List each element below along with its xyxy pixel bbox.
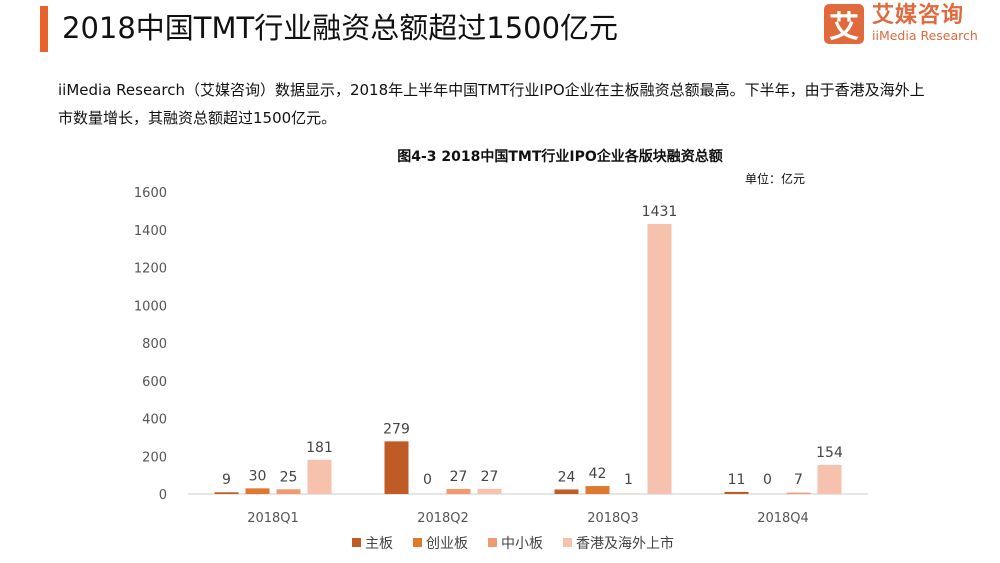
y-tick-label: 1600 [134,186,167,201]
bar [554,489,579,494]
bar [585,486,610,494]
legend-label: 香港及海外上市 [576,535,674,552]
data-label: 7 [794,472,803,488]
legend-label: 中小板 [501,536,543,552]
y-tick-label: 600 [142,375,167,390]
legend-label: 主板 [365,536,393,552]
bar [477,488,502,494]
data-label: 9 [222,472,231,488]
data-label: 24 [558,469,576,485]
chart-title: 图4-3 2018中国TMT行业IPO企业各版块融资总额 [397,148,723,165]
data-label: 0 [763,472,772,488]
bar [786,492,811,494]
x-tick-label: 2018Q4 [757,511,809,526]
logo-en: iiMedia Research [872,28,978,44]
legend-label: 创业板 [426,536,468,552]
unit-label: 单位：亿元 [745,171,805,186]
bar [446,488,471,494]
bar [817,464,842,494]
y-tick-label: 1000 [134,299,167,314]
bar [245,488,270,494]
data-label: 11 [728,472,746,488]
x-tick-label: 2018Q3 [587,511,639,526]
bar [647,223,672,494]
bar [214,492,239,494]
bar [384,441,409,494]
bar [307,459,332,494]
data-label: 154 [816,445,843,461]
data-label: 0 [423,472,432,488]
data-label: 42 [589,466,607,482]
data-label: 1 [624,472,633,488]
y-tick-label: 1400 [134,224,167,239]
y-tick-label: 200 [142,450,167,465]
data-label: 27 [450,469,468,485]
x-tick-label: 2018Q2 [417,511,469,526]
legend-swatch [413,538,422,547]
logo: 艾 艾媒咨询 iiMedia Research [824,3,978,45]
bar [724,491,749,494]
bar [276,489,301,494]
data-label: 181 [306,440,333,456]
logo-mark: 艾 [824,4,864,45]
y-tick-label: 0 [159,488,167,503]
x-tick-label: 2018Q1 [247,511,299,526]
description: iiMedia Research（艾媒咨询）数据显示，2018年上半年中国TMT… [58,81,925,127]
data-label: 25 [280,469,298,485]
legend-swatch [352,538,361,547]
legend-swatch [488,538,497,547]
logo-cn: 艾媒咨询 [872,3,965,29]
data-label: 1431 [642,204,678,220]
page-title: 2018中国TMT行业融资总额超过1500亿元 [62,11,619,45]
y-tick-label: 1200 [134,262,167,277]
legend-swatch [563,538,572,547]
data-label: 30 [249,468,267,484]
data-label: 279 [383,421,410,437]
title-accent-bar [40,6,48,52]
y-tick-label: 800 [142,337,167,352]
y-tick-label: 400 [142,413,167,428]
data-label: 27 [481,469,499,485]
